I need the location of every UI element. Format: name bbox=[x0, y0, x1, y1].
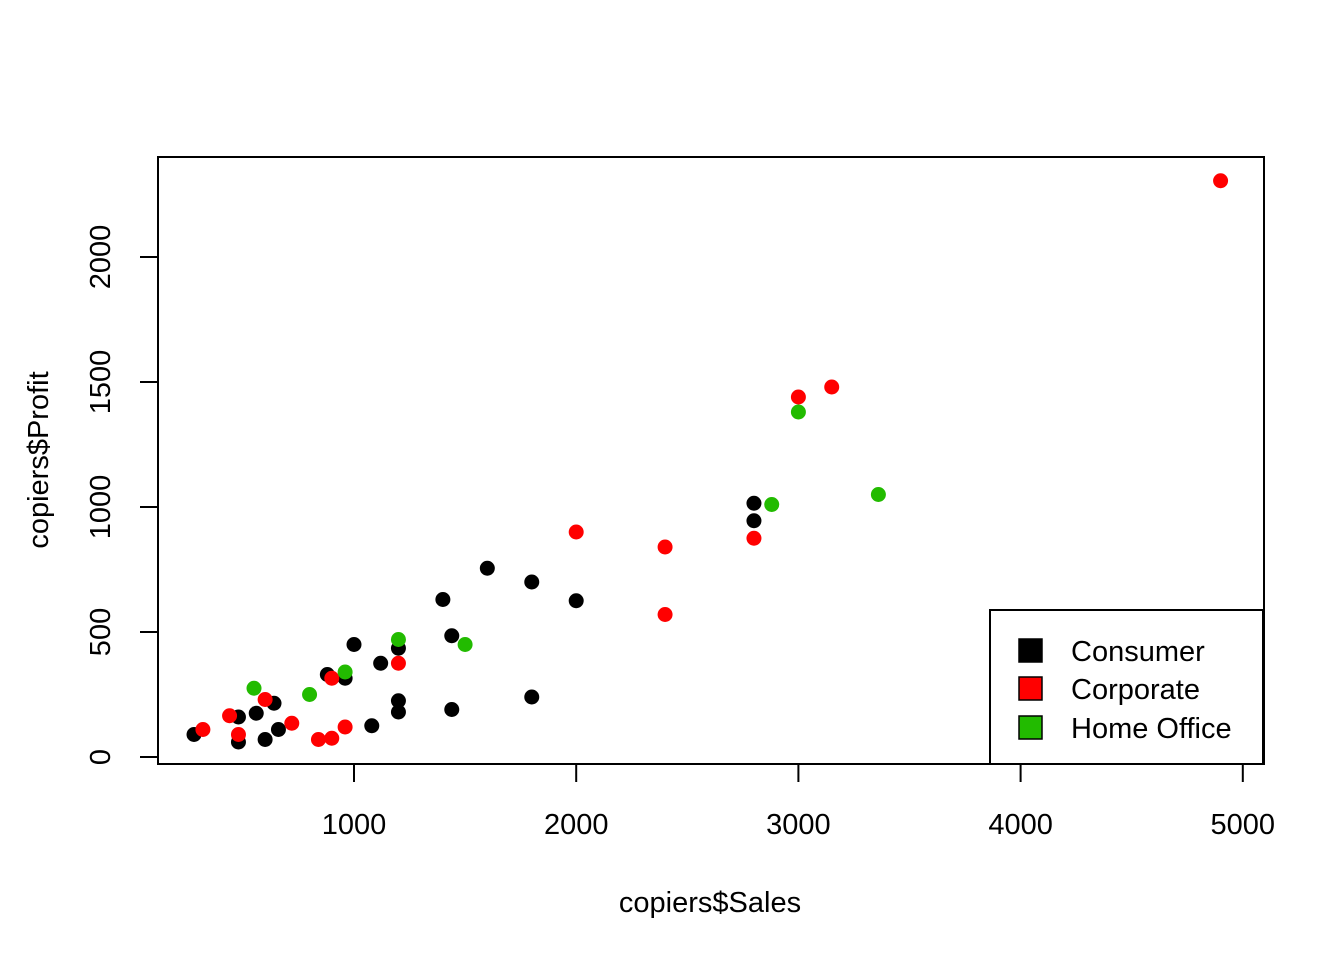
y-tick-label-500: 500 bbox=[85, 608, 117, 656]
point-consumer-16 bbox=[444, 628, 460, 644]
x-tick-label-4000: 4000 bbox=[988, 809, 1053, 841]
point-home-office-3 bbox=[390, 632, 406, 647]
point-corporate-9 bbox=[390, 655, 406, 671]
legend: Consumer Corporate Home Office bbox=[989, 609, 1264, 765]
legend-swatch-home-office bbox=[1018, 715, 1043, 740]
point-corporate-10 bbox=[568, 524, 584, 540]
data-points bbox=[186, 173, 1229, 750]
point-consumer-14 bbox=[390, 704, 406, 720]
point-corporate-16 bbox=[1213, 173, 1229, 189]
point-consumer-6 bbox=[270, 722, 286, 737]
point-corporate-12 bbox=[657, 607, 673, 622]
point-home-office-2 bbox=[337, 664, 353, 680]
point-consumer-20 bbox=[524, 689, 540, 705]
point-corporate-4 bbox=[284, 715, 300, 731]
point-home-office-4 bbox=[457, 637, 473, 652]
legend-label-consumer: Consumer bbox=[1071, 636, 1205, 668]
point-corporate-6 bbox=[324, 730, 340, 746]
point-consumer-18 bbox=[479, 560, 495, 576]
point-home-office-6 bbox=[790, 404, 806, 420]
point-corporate-7 bbox=[324, 670, 340, 686]
x-axis: 1000 2000 3000 4000 5000 bbox=[322, 763, 1276, 841]
y-tick-label-1000: 1000 bbox=[85, 475, 117, 540]
point-corporate-5 bbox=[310, 732, 326, 747]
legend-swatch-consumer bbox=[1018, 638, 1043, 663]
point-consumer-17 bbox=[444, 702, 460, 717]
point-home-office-5 bbox=[764, 497, 780, 512]
point-consumer-3 bbox=[248, 705, 264, 721]
point-consumer-15 bbox=[435, 592, 451, 607]
point-corporate-3 bbox=[257, 692, 273, 707]
x-tick-label-1000: 1000 bbox=[322, 809, 387, 841]
y-tick-label-2000: 2000 bbox=[85, 225, 117, 290]
point-consumer-9 bbox=[346, 637, 362, 652]
point-consumer-13 bbox=[390, 693, 406, 709]
point-consumer-4 bbox=[257, 732, 273, 747]
point-consumer-22 bbox=[746, 495, 762, 511]
point-corporate-13 bbox=[746, 530, 762, 546]
legend-swatch-corporate bbox=[1018, 676, 1043, 701]
x-tick-label-2000: 2000 bbox=[544, 809, 609, 841]
point-consumer-23 bbox=[746, 513, 762, 529]
point-home-office-0 bbox=[246, 680, 262, 696]
x-axis-label: copiers$Sales bbox=[619, 887, 801, 919]
point-corporate-2 bbox=[230, 727, 246, 742]
point-corporate-14 bbox=[790, 389, 806, 405]
legend-label-corporate: Corporate bbox=[1071, 674, 1200, 706]
y-axis-label: copiers$Profit bbox=[23, 371, 55, 548]
y-tick-label-1500: 1500 bbox=[85, 350, 117, 415]
point-consumer-11 bbox=[373, 655, 389, 671]
point-corporate-15 bbox=[824, 379, 840, 395]
y-tick-label-0: 0 bbox=[85, 749, 117, 765]
point-corporate-1 bbox=[222, 708, 238, 724]
point-corporate-0 bbox=[195, 722, 211, 737]
x-tick-label-3000: 3000 bbox=[766, 809, 831, 841]
point-consumer-21 bbox=[568, 593, 584, 609]
point-corporate-11 bbox=[657, 539, 673, 555]
legend-label-home-office: Home Office bbox=[1071, 713, 1232, 745]
y-axis: 0 500 1000 1500 2000 bbox=[85, 225, 159, 765]
point-home-office-1 bbox=[302, 687, 318, 702]
point-consumer-10 bbox=[364, 718, 380, 734]
x-tick-label-5000: 5000 bbox=[1211, 809, 1276, 841]
point-home-office-7 bbox=[870, 487, 886, 502]
point-corporate-8 bbox=[337, 719, 353, 735]
point-consumer-19 bbox=[524, 574, 540, 590]
